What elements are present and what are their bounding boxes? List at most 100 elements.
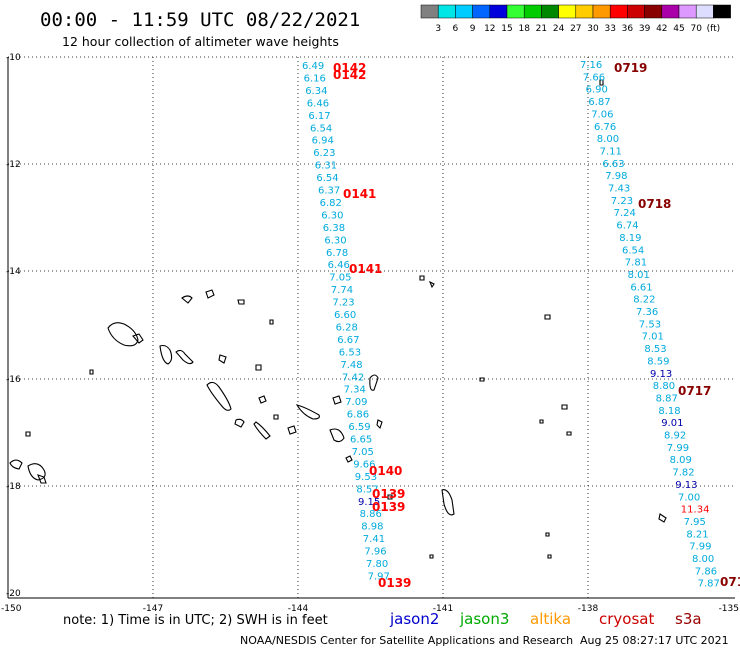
- wave-height-value: 9.01: [661, 418, 683, 429]
- wave-height-value: 6.28: [336, 322, 358, 333]
- wave-height-value: 7.98: [605, 171, 627, 182]
- scale-swatch: [558, 4, 577, 19]
- wave-height-value: 6.90: [586, 85, 608, 96]
- wave-height-value: 6.37: [318, 186, 340, 197]
- lat-label: -20: [6, 589, 21, 599]
- wave-height-value: 6.16: [304, 73, 326, 84]
- island: [234, 418, 245, 428]
- island: [599, 79, 604, 86]
- wave-height-value: 7.05: [329, 273, 351, 284]
- island: [566, 431, 572, 436]
- island: [205, 289, 215, 299]
- wave-height-value: 6.60: [334, 310, 356, 321]
- wave-height-value: 7.82: [672, 468, 694, 479]
- scale-label: 24: [553, 24, 565, 34]
- generated-timestamp: Aug 25 08:27:17 UTC 2021: [580, 634, 729, 647]
- wave-height-value: 7.00: [678, 492, 700, 503]
- island: [89, 369, 94, 375]
- scale-swatch: [695, 4, 714, 19]
- pass-time-label: 0141: [343, 187, 376, 201]
- scale-label: 36: [622, 24, 634, 34]
- wave-height-value: 6.67: [337, 335, 359, 346]
- scale-label: 12: [484, 24, 495, 34]
- scale-swatch: [627, 4, 645, 19]
- scale-swatch: [592, 4, 611, 19]
- wave-height-value: 7.53: [639, 319, 661, 330]
- scale-label: 21: [536, 24, 547, 34]
- wave-height-value: 7.99: [689, 542, 711, 553]
- wave-height-value: 6.30: [324, 235, 346, 246]
- island: [419, 275, 425, 281]
- scale-label: 3: [435, 24, 441, 34]
- island: [547, 554, 552, 559]
- scale-swatch: [506, 4, 525, 19]
- wave-height-value: 8.22: [633, 295, 655, 306]
- island: [253, 421, 271, 440]
- wave-height-value: 8.87: [656, 393, 678, 404]
- lon-label: -150: [1, 604, 22, 614]
- island: [132, 333, 144, 344]
- wave-height-value: 6.23: [313, 148, 335, 159]
- scale-swatch: [609, 4, 628, 19]
- island: [428, 280, 435, 289]
- wave-height-value: 6.65: [350, 435, 372, 446]
- legend-altika: altika: [530, 610, 571, 628]
- island: [269, 319, 274, 325]
- island: [175, 349, 194, 365]
- wave-height-value: 7.23: [332, 298, 354, 309]
- wave-height-value: 6.74: [616, 221, 638, 232]
- wave-height-value: 7.11: [600, 146, 622, 157]
- pass-time-label: 0139: [372, 487, 405, 501]
- wave-height-value: 7.95: [684, 517, 706, 528]
- island: [545, 532, 550, 537]
- island: [441, 489, 455, 516]
- lat-label: -10: [6, 53, 21, 63]
- wave-height-value: 7.05: [352, 447, 374, 458]
- legend-jason2: jason2: [389, 610, 439, 628]
- island: [258, 395, 267, 404]
- pass-time-label: 0719: [614, 61, 647, 75]
- wave-height-value: 6.38: [323, 223, 345, 234]
- scale-swatch: [541, 4, 559, 19]
- scale-swatch: [661, 4, 680, 19]
- island: [295, 404, 320, 420]
- scale-swatch: [420, 4, 439, 19]
- wave-height-value: 8.86: [360, 509, 382, 520]
- wave-height-value: 7.23: [611, 196, 633, 207]
- wave-height-value: 8.01: [628, 270, 650, 281]
- wave-height-value: 7.81: [625, 258, 647, 269]
- wave-height-value: 6.87: [588, 97, 610, 108]
- wave-height-value: 8.80: [653, 381, 675, 392]
- lat-label: -16: [6, 375, 21, 385]
- wave-height-value: 9.53: [355, 472, 377, 483]
- wave-height-value: 7.99: [667, 443, 689, 454]
- wave-height-value: 6.54: [310, 123, 332, 134]
- wave-height-value: 6.17: [308, 111, 330, 122]
- map-subtitle: 12 hour collection of altimeter wave hei…: [62, 34, 339, 49]
- wave-height-value: 6.46: [328, 260, 350, 271]
- graticule: [8, 56, 733, 598]
- wave-height-value: 8.92: [664, 431, 686, 442]
- island: [206, 381, 232, 411]
- scale-swatch: [523, 4, 542, 19]
- scale-label: 39: [639, 24, 651, 34]
- wave-height-value: 7.16: [580, 60, 602, 71]
- scale-label: 15: [501, 24, 512, 34]
- wave-height-value: 6.46: [307, 98, 329, 109]
- wave-height-value: 6.82: [320, 198, 342, 209]
- wave-height-value: 7.48: [340, 360, 362, 371]
- wave-height-value: 6.30: [321, 210, 343, 221]
- wave-height-value: 9.15: [358, 497, 380, 508]
- wave-height-value: 6.49: [302, 61, 324, 72]
- scale-swatch: [437, 4, 456, 19]
- scale-label: 27: [570, 24, 581, 34]
- island: [27, 463, 46, 481]
- island: [658, 513, 667, 523]
- wave-height-value: 8.57: [356, 484, 378, 495]
- scale-swatch: [713, 4, 731, 19]
- wave-height-value: 8.00: [597, 134, 619, 145]
- scale-label: 70: [690, 24, 702, 34]
- wave-height-value: 6.78: [326, 248, 348, 259]
- scale-swatch: [489, 4, 508, 19]
- wave-height-value: 6.63: [602, 159, 624, 170]
